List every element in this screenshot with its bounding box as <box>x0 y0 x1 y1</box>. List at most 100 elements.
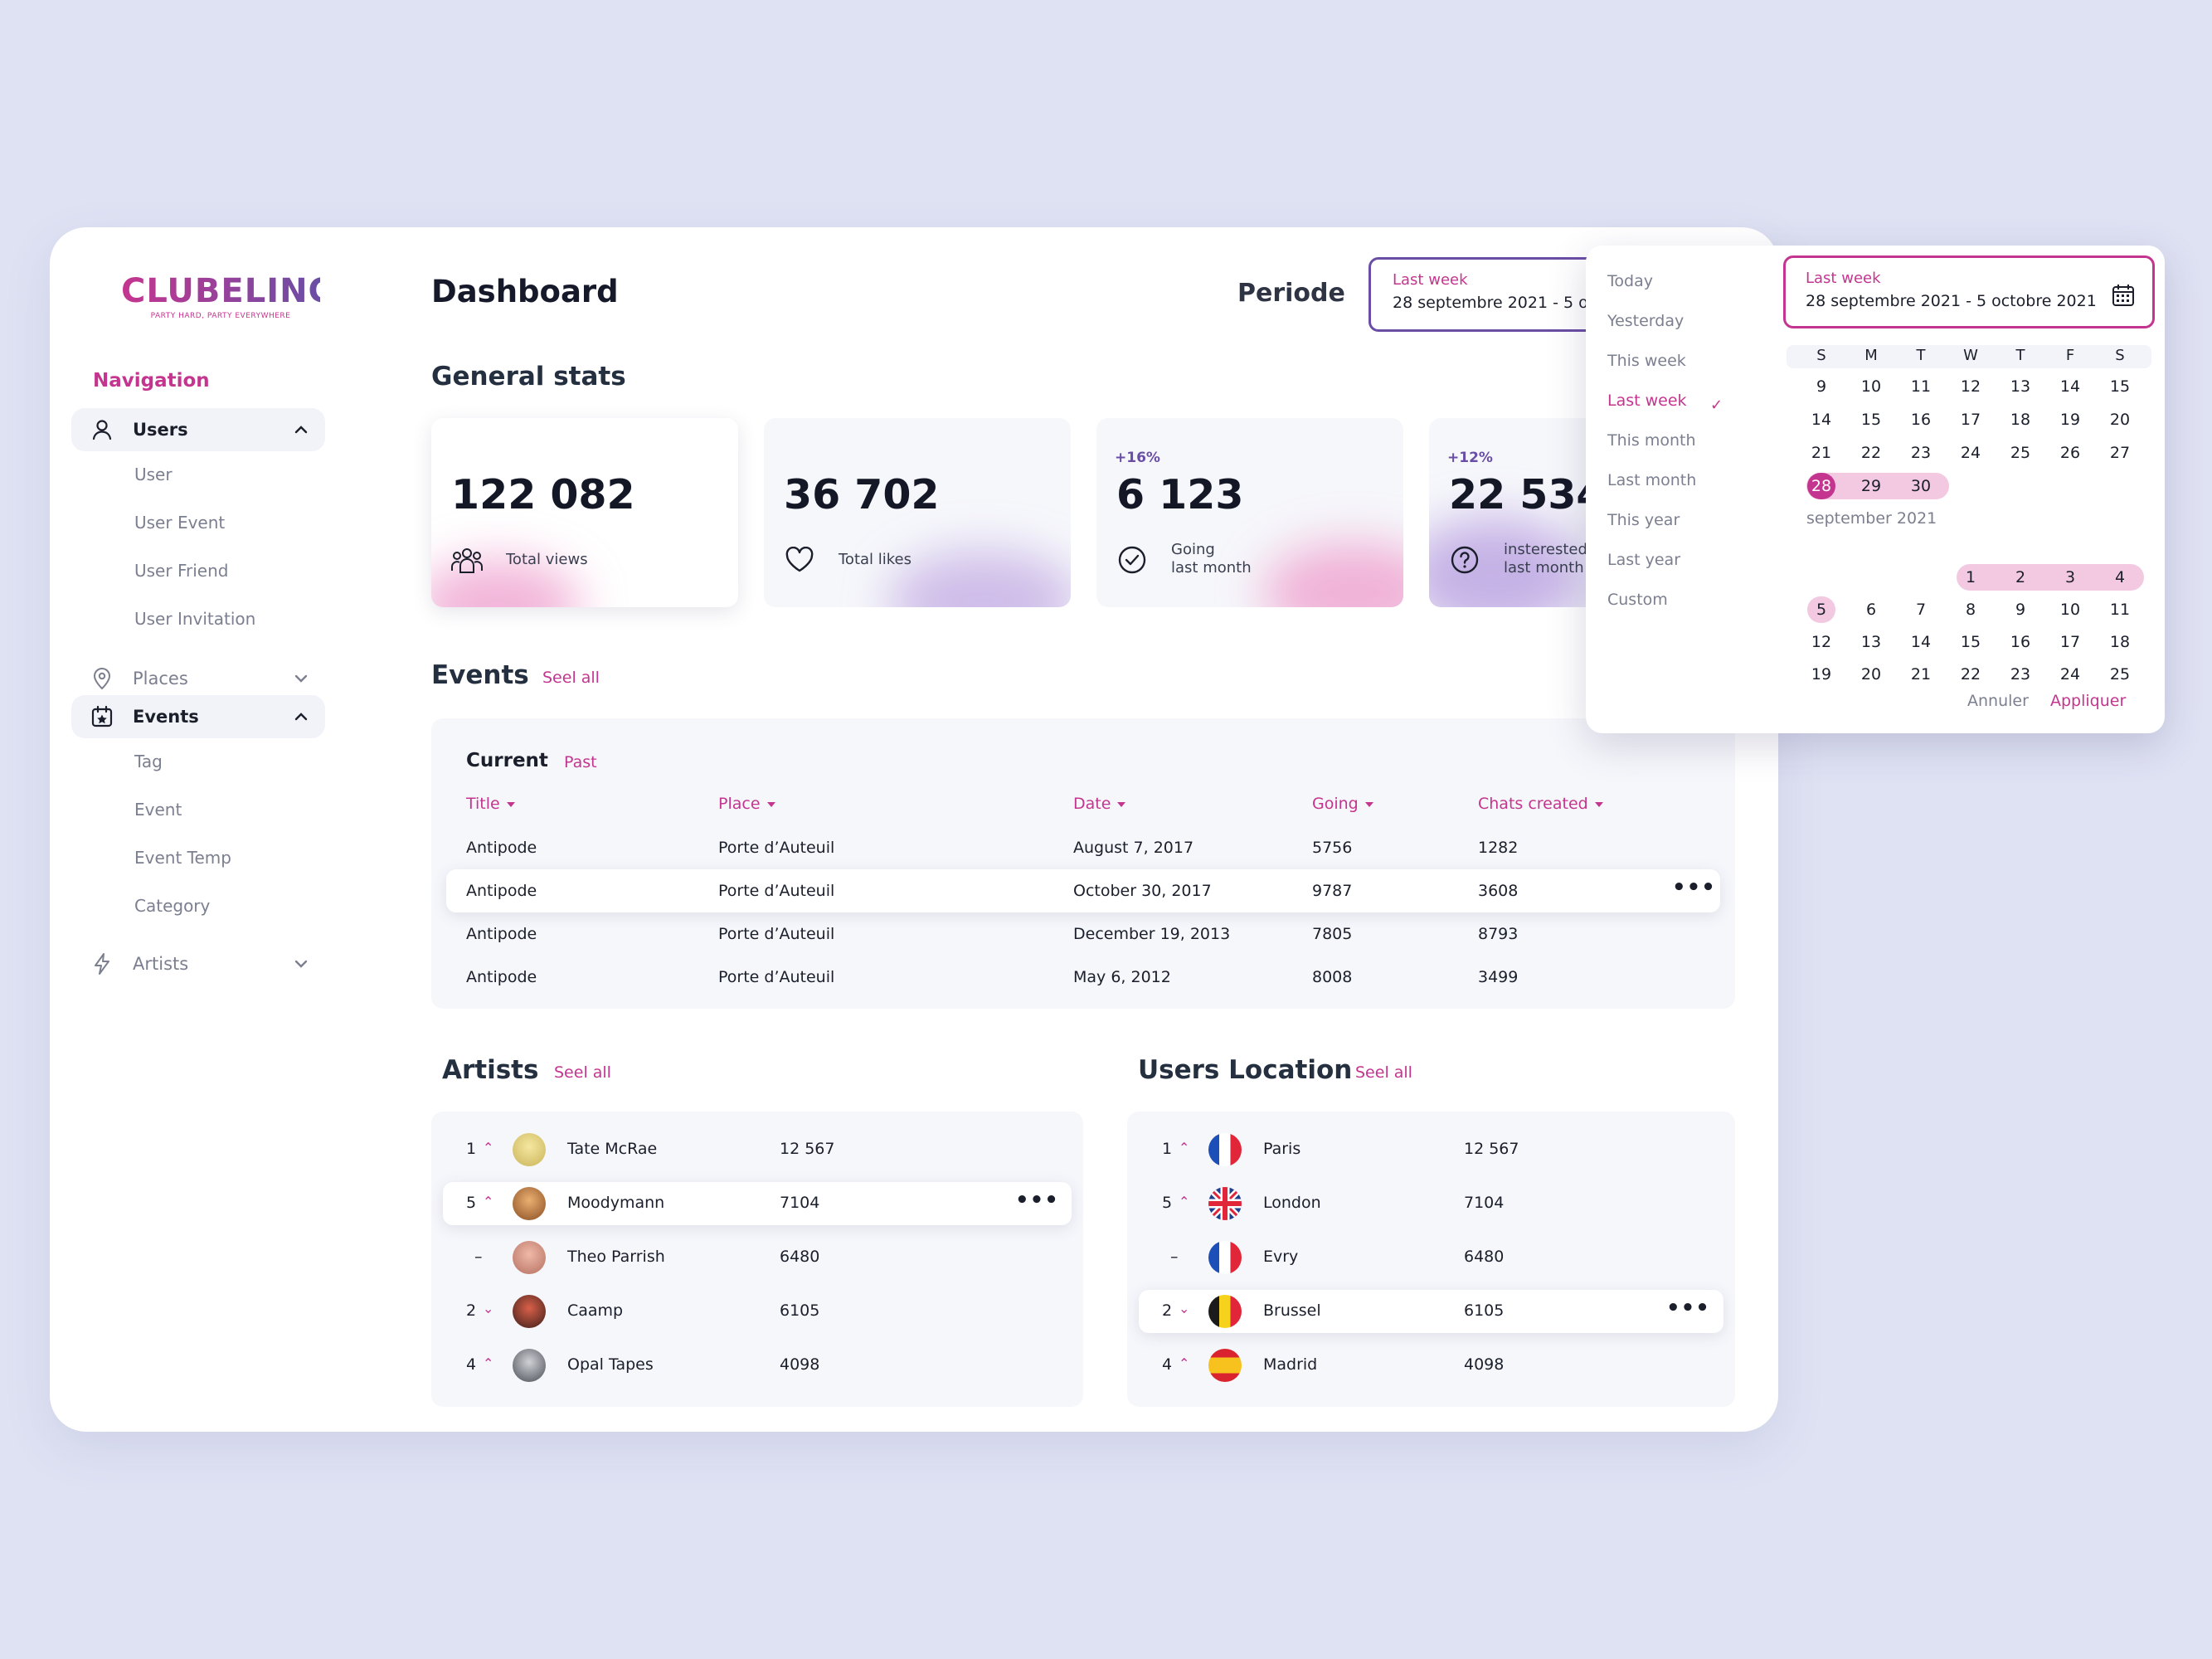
calendar-day[interactable]: 5 <box>1816 601 1827 619</box>
brand-logo[interactable]: CLUBELING PARTY HARD, PARTY EVERYWHERE <box>121 272 335 320</box>
calendar-day[interactable]: 22 <box>1960 665 1981 684</box>
period-option-last-month[interactable]: Last month <box>1607 471 1697 489</box>
calendar-day[interactable]: 21 <box>1910 665 1932 684</box>
calendar-day[interactable]: 26 <box>2059 444 2081 462</box>
calendar-day[interactable]: 22 <box>1860 444 1882 462</box>
calendar-day[interactable]: 14 <box>1811 411 1832 429</box>
nav-item-user-invitation[interactable]: User Invitation <box>134 609 256 629</box>
nav-item-user[interactable]: User <box>134 465 173 484</box>
list-item[interactable]: – Evry 6480 <box>1139 1236 1723 1279</box>
period-select[interactable]: Last week 28 septembre 2021 - 5 octobre … <box>1369 257 1617 332</box>
calendar-day[interactable]: 29 <box>1860 477 1882 495</box>
calendar-day[interactable]: 20 <box>1860 665 1882 684</box>
period-option-today[interactable]: Today <box>1607 272 1653 290</box>
period-option-this-year[interactable]: This year <box>1607 511 1680 529</box>
apply-button[interactable]: Appliquer <box>2050 692 2127 710</box>
nav-item-user-event[interactable]: User Event <box>134 513 226 533</box>
list-item[interactable]: – Theo Parrish 6480 <box>443 1236 1072 1279</box>
calendar-day[interactable]: 11 <box>2109 601 2131 619</box>
list-item[interactable]: 4 ⌃ Opal Tapes 4098 <box>443 1344 1072 1387</box>
nav-item-event[interactable]: Event <box>134 800 182 820</box>
nav-group-users[interactable]: Users <box>71 408 325 451</box>
calendar-day[interactable]: 17 <box>1960 411 1981 429</box>
more-options-icon[interactable]: ••• <box>1015 1188 1059 1213</box>
period-option-last-year[interactable]: Last year <box>1607 551 1681 569</box>
date-range-field[interactable]: Last week 28 septembre 2021 - 5 octobre … <box>1783 255 2155 328</box>
list-item[interactable]: 4 ⌃ Madrid 4098 <box>1139 1344 1723 1387</box>
calendar-day[interactable]: 4 <box>2114 568 2126 586</box>
list-item[interactable]: 2 ⌃ Brussel 6105 ••• <box>1139 1290 1723 1333</box>
cancel-button[interactable]: Annuler <box>1967 692 2029 710</box>
more-options-icon[interactable]: ••• <box>1666 1296 1710 1321</box>
calendar-day[interactable]: 6 <box>1865 601 1877 619</box>
artists-see-all-link[interactable]: Seel all <box>554 1063 611 1082</box>
chevron-down-icon[interactable] <box>289 666 314 691</box>
list-item[interactable]: 1 ⌃ Tate McRae 12 567 <box>443 1128 1072 1171</box>
calendar-day[interactable]: 9 <box>1816 377 1827 396</box>
column-header-going[interactable]: Going <box>1312 795 1373 813</box>
calendar-day[interactable]: 18 <box>2109 633 2131 651</box>
table-row[interactable]: Antipode Porte d’Auteuil August 7, 2017 … <box>446 826 1720 869</box>
chevron-up-icon[interactable] <box>289 704 314 729</box>
chevron-up-icon[interactable] <box>289 417 314 442</box>
list-item[interactable]: 5 ⌃ London 7104 <box>1139 1182 1723 1225</box>
nav-item-category[interactable]: Category <box>134 896 211 916</box>
nav-group-artists[interactable]: Artists <box>71 942 325 985</box>
nav-item-tag[interactable]: Tag <box>134 752 163 771</box>
calendar-day[interactable]: 23 <box>1910 444 1932 462</box>
calendar-day[interactable]: 25 <box>2109 665 2131 684</box>
stat-card-total-views[interactable]: 122 082 Total views <box>431 418 738 607</box>
calendar-day[interactable]: 14 <box>1910 633 1932 651</box>
calendar-day[interactable]: 16 <box>1910 411 1932 429</box>
calendar-day[interactable]: 27 <box>2109 444 2131 462</box>
events-see-all-link[interactable]: Seel all <box>542 669 600 687</box>
period-option-this-week[interactable]: This week <box>1607 352 1686 370</box>
period-option-this-month[interactable]: This month <box>1607 431 1696 450</box>
calendar-day[interactable]: 10 <box>2059 601 2081 619</box>
users-location-see-all-link[interactable]: Seel all <box>1355 1063 1412 1082</box>
nav-item-user-friend[interactable]: User Friend <box>134 561 229 581</box>
calendar-day[interactable]: 12 <box>1811 633 1832 651</box>
nav-group-places[interactable]: Places <box>71 657 325 700</box>
calendar-day[interactable]: 3 <box>2064 568 2076 586</box>
column-header-chats-created[interactable]: Chats created <box>1478 795 1603 813</box>
calendar-day[interactable]: 30 <box>1910 477 1932 495</box>
tab-current[interactable]: Current <box>466 750 548 771</box>
column-header-place[interactable]: Place <box>718 795 775 813</box>
calendar-day[interactable]: 13 <box>1860 633 1882 651</box>
more-options-icon[interactable]: ••• <box>1672 875 1716 900</box>
calendar-day[interactable]: 11 <box>1910 377 1932 396</box>
column-header-title[interactable]: Title <box>466 795 515 813</box>
stat-card-going[interactable]: +16% 6 123 Going last month <box>1096 418 1403 607</box>
nav-group-events[interactable]: Events <box>71 695 325 738</box>
stat-card-total-likes[interactable]: 36 702 Total likes <box>764 418 1071 607</box>
calendar-day[interactable]: 16 <box>2010 633 2031 651</box>
column-header-date[interactable]: Date <box>1073 795 1126 813</box>
calendar-day[interactable]: 8 <box>1965 601 1976 619</box>
calendar-day[interactable]: 7 <box>1915 601 1927 619</box>
calendar-day[interactable]: 24 <box>2059 665 2081 684</box>
nav-item-event-temp[interactable]: Event Temp <box>134 848 231 868</box>
period-option-custom[interactable]: Custom <box>1607 591 1668 609</box>
list-item[interactable]: 1 ⌃ Paris 12 567 <box>1139 1128 1723 1171</box>
calendar-day[interactable]: 28 <box>1811 477 1832 495</box>
calendar-day[interactable]: 9 <box>2015 601 2026 619</box>
period-option-last-week[interactable]: Last week <box>1607 392 1687 410</box>
period-option-yesterday[interactable]: Yesterday <box>1607 312 1685 330</box>
calendar-day[interactable]: 15 <box>1860 411 1882 429</box>
calendar-day[interactable]: 24 <box>1960 444 1981 462</box>
calendar-day[interactable]: 13 <box>2010 377 2031 396</box>
calendar-day[interactable]: 25 <box>2010 444 2031 462</box>
calendar-day[interactable]: 12 <box>1960 377 1981 396</box>
calendar-day[interactable]: 17 <box>2059 633 2081 651</box>
calendar-day[interactable]: 15 <box>2109 377 2131 396</box>
list-item[interactable]: 5 ⌃ Moodymann 7104 ••• <box>443 1182 1072 1225</box>
calendar-day[interactable]: 23 <box>2010 665 2031 684</box>
calendar-day[interactable]: 19 <box>1811 665 1832 684</box>
table-row[interactable]: Antipode Porte d’Auteuil October 30, 201… <box>446 869 1720 912</box>
calendar-day[interactable]: 14 <box>2059 377 2081 396</box>
chevron-down-icon[interactable] <box>289 951 314 976</box>
calendar-day[interactable]: 15 <box>1960 633 1981 651</box>
calendar-day[interactable]: 10 <box>1860 377 1882 396</box>
calendar-day[interactable]: 21 <box>1811 444 1832 462</box>
